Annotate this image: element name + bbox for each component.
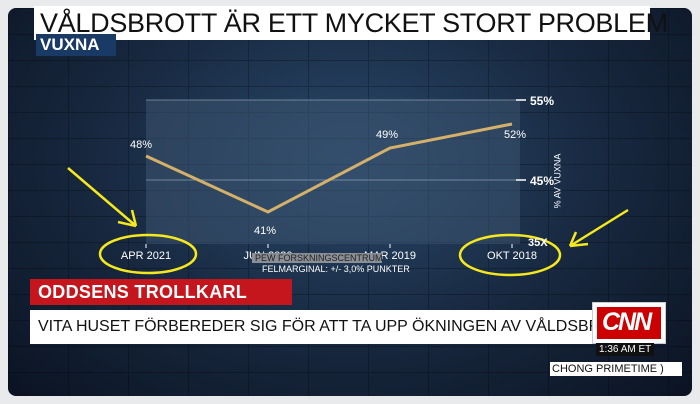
- data-label: 52%: [504, 129, 526, 141]
- subheadline-banner: [36, 34, 116, 56]
- x-tick-label: APR 2021: [121, 250, 171, 262]
- cnn-logo: CNN: [592, 302, 666, 344]
- data-label: 41%: [254, 225, 276, 237]
- circle-annotation-right: [458, 233, 562, 277]
- subheadline: VUXNA: [40, 35, 100, 54]
- gridlines: [146, 99, 526, 181]
- plot-area: [146, 100, 520, 244]
- arrow-annotation-left: [67, 167, 138, 228]
- data-label: 48%: [130, 139, 152, 151]
- headline-banner: [34, 6, 650, 40]
- y-tick-label: 55%: [530, 94, 554, 108]
- data-label: 49%: [376, 129, 398, 141]
- circle-annotation-left: [98, 233, 198, 275]
- source-text: PEW FORSKNINGSCENTRUM: [255, 253, 383, 263]
- headline: VÅLDSBROTT ÄR ETT MYCKET STORT PROBLEM: [40, 8, 668, 38]
- x-tick-label: OKT 2018: [487, 250, 537, 262]
- y-tick-label: 45%: [530, 174, 554, 188]
- program-banner: [550, 362, 682, 376]
- partial-label: 35X: [528, 237, 548, 249]
- lower-third-title: ODDSENS TROLLKARL: [30, 279, 292, 305]
- data-points: 48% 41% 49% 52%: [130, 129, 526, 237]
- arrow-annotation-right: [568, 208, 629, 248]
- series-line: [145, 122, 513, 214]
- y-tick-labels: 45% 55%: [530, 94, 554, 188]
- y-axis-title: % AV VUXNA: [552, 153, 563, 209]
- margin-of-error: FELMARGINAL: +/- 3,0% PUNKTER: [262, 264, 410, 274]
- clock: 1:36 AM ET: [596, 343, 655, 356]
- program-name: CHONG PRIMETIME ): [552, 363, 664, 375]
- lower-third-headline: VITA HUSET FÖRBEREDER SIG FÖR ATT TA UPP…: [30, 310, 632, 344]
- source-banner: [252, 253, 382, 263]
